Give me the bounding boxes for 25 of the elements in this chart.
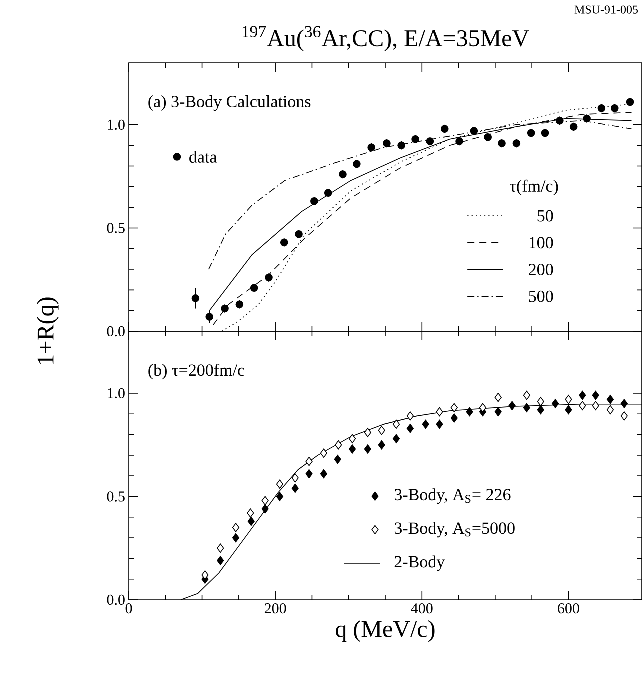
x-tick-label: 400 bbox=[411, 604, 433, 614]
legend-label: 2-Body bbox=[394, 556, 446, 572]
legend-title: τ(fm/c) bbox=[510, 180, 558, 196]
x-tick-label: 200 bbox=[264, 604, 286, 614]
legend-label: 500 bbox=[529, 290, 554, 302]
legend-label: 3-Body, A$_{S}$= 226 bbox=[394, 488, 511, 504]
y-tick-label: 1.0 bbox=[108, 120, 125, 130]
legend-label: 200 bbox=[529, 264, 554, 276]
y-tick-label: 0.0 bbox=[107, 594, 125, 606]
y-tick-label: 1.0 bbox=[108, 388, 125, 399]
y-tick-label: 0.5 bbox=[107, 492, 125, 502]
annotation: (b) τ=200fm/c bbox=[148, 364, 245, 380]
annotation: (a) 3-Body Calculations bbox=[148, 96, 311, 111]
y-axis-title: 1+R(q) bbox=[37, 298, 59, 364]
x-tick-label: 0 bbox=[126, 604, 132, 614]
legend-label: 3-Body, A$_{S}$=5000 bbox=[394, 522, 515, 538]
legend-label: 100 bbox=[530, 237, 554, 249]
y-tick-label: 0.0 bbox=[107, 326, 125, 337]
x-axis-title: q (MeV/c) bbox=[336, 620, 435, 642]
x-tick-label: 600 bbox=[558, 604, 580, 614]
legend-label: data bbox=[190, 150, 218, 163]
legend-label: 50 bbox=[538, 210, 554, 222]
y-tick-label: 0.5 bbox=[107, 223, 125, 234]
chart-title: $^{197}$Au($^{36}$Ar,CC), E/A=35MeV bbox=[242, 26, 530, 52]
text: MSU-91-005 bbox=[574, 6, 638, 14]
